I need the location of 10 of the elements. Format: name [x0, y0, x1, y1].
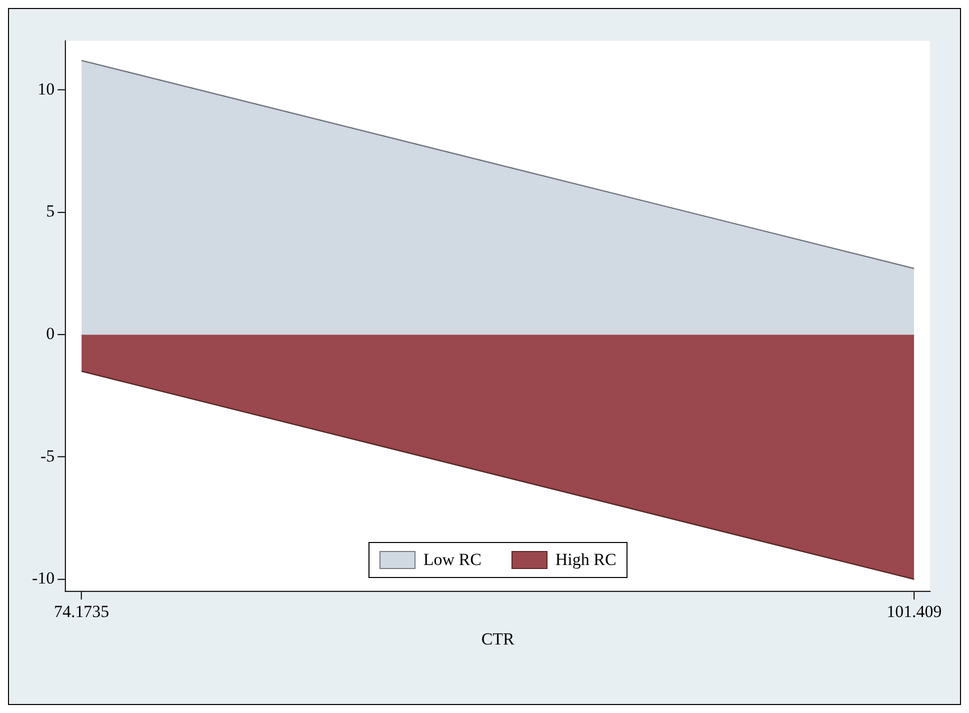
x-tick-label: 101.409: [886, 602, 942, 622]
y-tick-label: 10: [38, 79, 55, 98]
legend-label: High RC: [555, 550, 616, 570]
y-tick-label: -5: [40, 446, 55, 466]
y-tick-label: 0: [46, 324, 55, 344]
x-tick-label: 74.1735: [54, 602, 110, 622]
x-axis-title: CTR: [481, 629, 515, 648]
y-tick-label: -10: [32, 568, 55, 588]
legend-label: Low RC: [423, 550, 482, 570]
y-tick-label: 5: [46, 202, 55, 221]
